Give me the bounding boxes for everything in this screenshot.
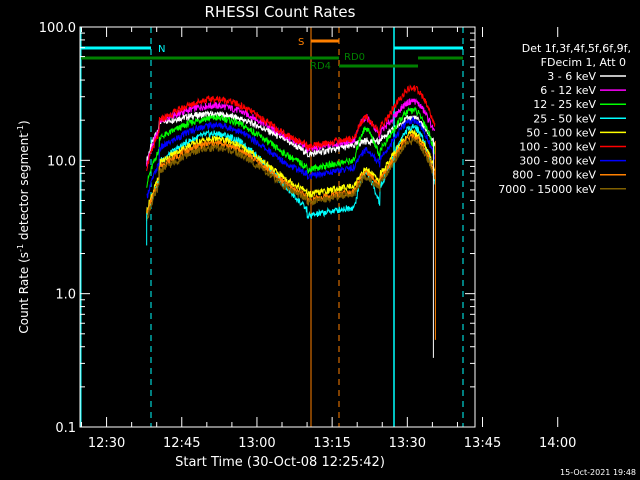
- series-line: [146, 133, 436, 219]
- legend-entry-label: 7000 - 15000 keV: [498, 183, 596, 196]
- y-tick-label: 0.1: [55, 421, 76, 436]
- y-axis-label-sup1: -1: [16, 244, 25, 252]
- y-axis-label-sup2: -1: [16, 125, 25, 133]
- x-tick-label: 12:30: [88, 436, 125, 451]
- chart-title: RHESSI Count Rates: [205, 3, 356, 21]
- legend-entry-label: 3 - 6 keV: [547, 70, 596, 83]
- series-line: [146, 115, 436, 199]
- series-line: [146, 129, 436, 214]
- y-axis-label-part2: detector segment: [17, 133, 31, 244]
- x-tick-label: 12:45: [163, 436, 200, 451]
- y-axis-label-part1: Count Rate (s: [17, 252, 31, 334]
- legend-entry-label: 50 - 100 keV: [526, 126, 596, 139]
- axis-ticks: 0.1 1.0 10.0 100.0 12:30 12:45 13:00 13:15 13:30…: [39, 21, 577, 451]
- flag-label-rd0: RD0: [344, 52, 365, 63]
- flag-label-s: S: [298, 37, 304, 48]
- legend-entry-label: 800 - 7000 keV: [512, 169, 596, 182]
- x-tick-label: 14:00: [539, 436, 576, 451]
- legend-entry-label: 25 - 50 keV: [533, 112, 596, 125]
- legend-entry-label: 6 - 12 keV: [540, 84, 596, 97]
- x-axis-label: Start Time (30-Oct-08 12:25:42): [175, 455, 385, 470]
- y-tick-label: 100.0: [39, 21, 76, 36]
- y-tick-label: 10.0: [47, 154, 76, 169]
- x-tick-label: 13:15: [313, 436, 350, 451]
- plot-lines: N S RD0 RD4: [79, 27, 464, 427]
- legend-entry-label: 12 - 25 keV: [533, 98, 596, 111]
- plot-frame: [79, 26, 476, 428]
- y-axis-label-part3: ): [17, 120, 31, 125]
- flag-label-n: N: [158, 44, 165, 55]
- y-axis-label: Count Rate (s-1 detector segment-1): [16, 120, 31, 333]
- footer-date: 15-Oct-2021 19:48: [560, 468, 636, 477]
- y-tick-label: 1.0: [55, 288, 76, 303]
- x-tick-label: 13:00: [238, 436, 275, 451]
- legend-entry-label: 300 - 800 keV: [519, 155, 596, 168]
- series-line: [146, 136, 436, 222]
- x-tick-label: 13:30: [389, 436, 426, 451]
- legend-header-line2: FDecim 1, Att 0: [541, 56, 626, 69]
- legend-header-line1: Det 1f,3f,4f,5f,6f,9f,: [522, 42, 631, 55]
- legend-entry-label: 100 - 300 keV: [519, 141, 596, 154]
- flag-label-rd4: RD4: [310, 61, 331, 72]
- series-line: [146, 110, 436, 165]
- series-line: [146, 84, 436, 171]
- x-tick-label: 13:45: [464, 436, 501, 451]
- series-line: [146, 106, 436, 188]
